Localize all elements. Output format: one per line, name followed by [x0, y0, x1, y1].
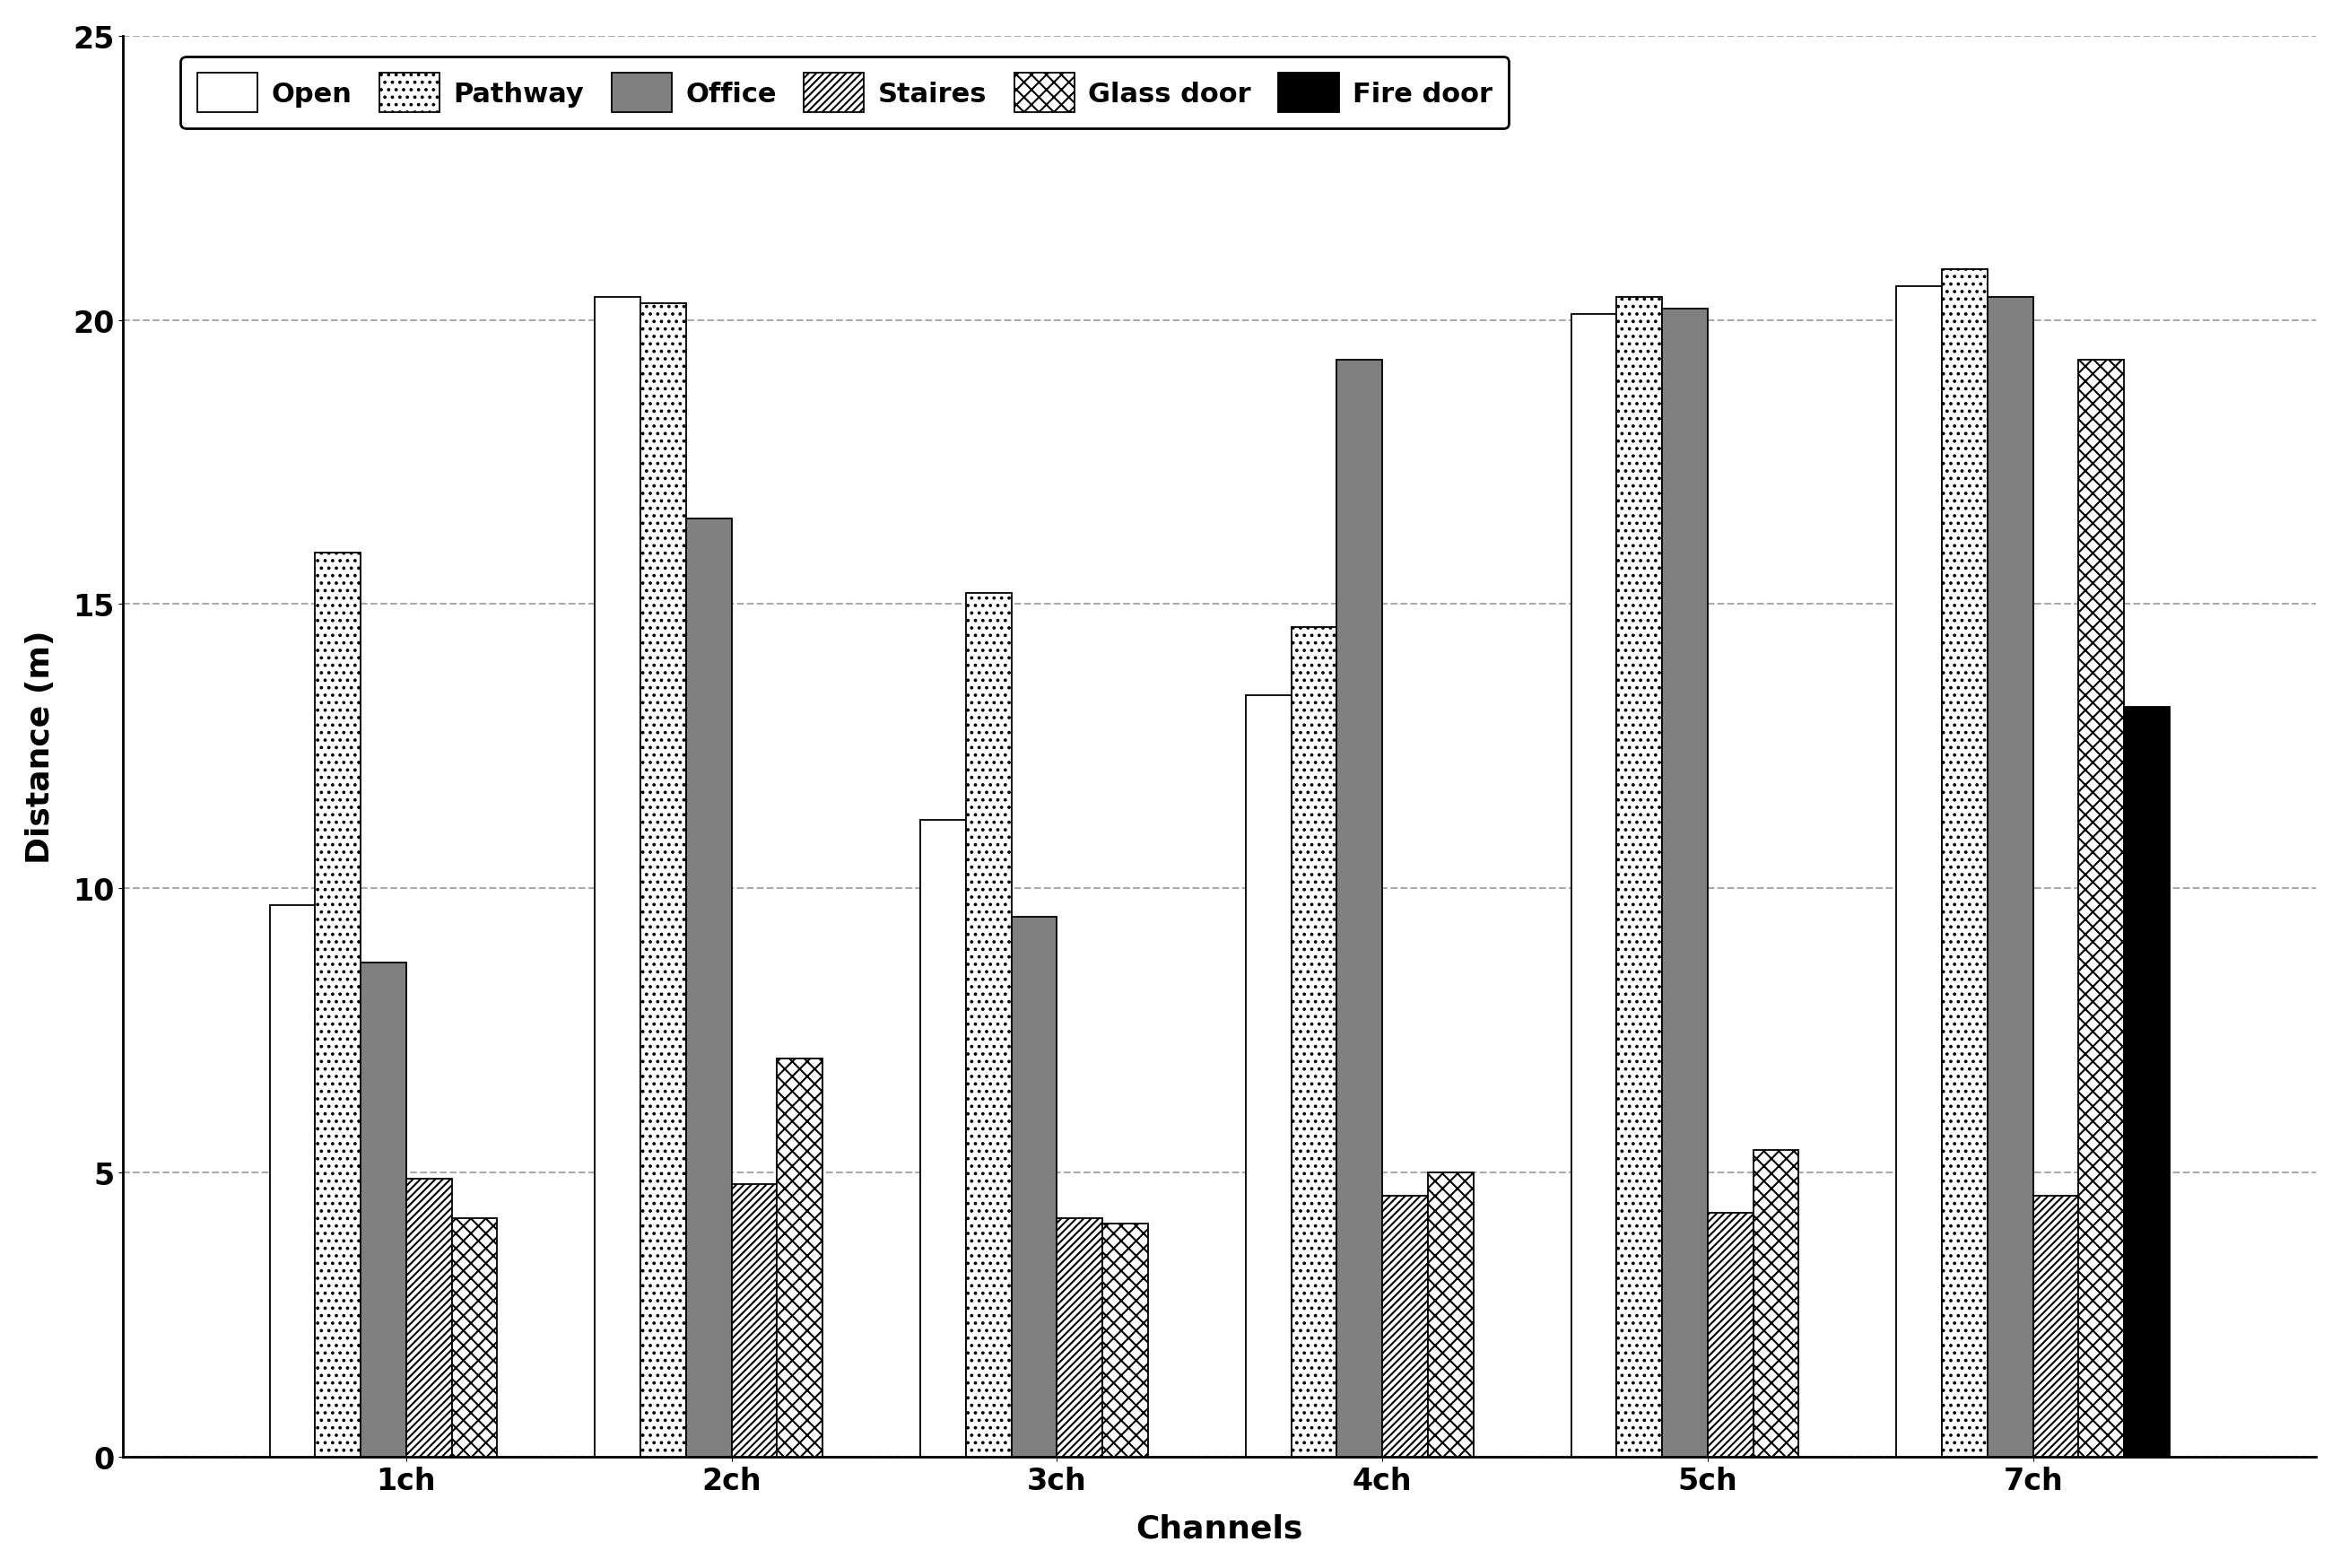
Bar: [595, 298, 641, 1457]
X-axis label: Channels: Channels: [1135, 1513, 1304, 1543]
Bar: [1337, 361, 1381, 1457]
Bar: [1428, 1173, 1472, 1457]
Bar: [407, 1179, 452, 1457]
Bar: [1011, 917, 1056, 1457]
Bar: [1245, 696, 1292, 1457]
Bar: [316, 554, 361, 1457]
Bar: [686, 519, 733, 1457]
Bar: [777, 1060, 822, 1457]
Bar: [1103, 1225, 1147, 1457]
Bar: [641, 304, 686, 1457]
Bar: [1662, 309, 1707, 1457]
Bar: [1056, 1218, 1103, 1457]
Bar: [1618, 298, 1662, 1457]
Bar: [1707, 1212, 1753, 1457]
Bar: [1381, 1195, 1428, 1457]
Bar: [269, 906, 316, 1457]
Bar: [1988, 298, 2032, 1457]
Bar: [967, 593, 1011, 1457]
Bar: [733, 1184, 777, 1457]
Bar: [361, 963, 407, 1457]
Bar: [2123, 707, 2170, 1457]
Bar: [1943, 270, 1988, 1457]
Bar: [452, 1218, 496, 1457]
Y-axis label: Distance (m): Distance (m): [26, 630, 56, 864]
Bar: [2032, 1195, 2079, 1457]
Legend: Open, Pathway, Office, Staires, Glass door, Fire door: Open, Pathway, Office, Staires, Glass do…: [180, 58, 1510, 129]
Bar: [920, 820, 967, 1457]
Bar: [1896, 287, 1943, 1457]
Bar: [1753, 1149, 1798, 1457]
Bar: [2079, 361, 2123, 1457]
Bar: [1292, 627, 1337, 1457]
Bar: [1571, 315, 1618, 1457]
